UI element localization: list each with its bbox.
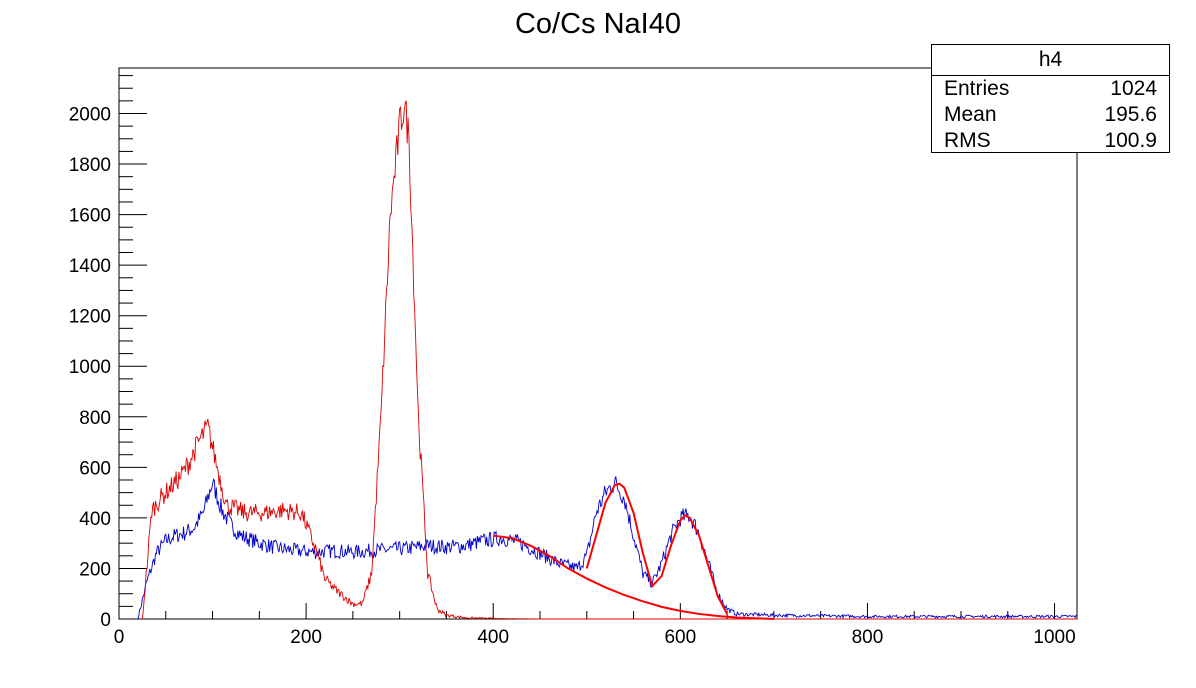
series-0-line — [137, 476, 1078, 620]
series-2-line — [493, 534, 774, 620]
y-tick-label: 200 — [79, 559, 111, 580]
series-3-line — [585, 482, 728, 615]
stats-value: 195.6 — [1104, 103, 1157, 126]
y-tick-label: 1200 — [69, 307, 111, 328]
stats-row-entries: Entries 1024 — [932, 76, 1169, 102]
stats-box: h4 Entries 1024 Mean 195.6 RMS 100.9 — [931, 44, 1170, 153]
data-series — [137, 100, 1078, 620]
stats-label: RMS — [944, 129, 991, 152]
stats-label: Mean — [944, 103, 997, 126]
y-tick-label: 800 — [79, 408, 111, 429]
series-1-line — [141, 100, 1077, 620]
chart-title: Co/Cs NaI40 — [514, 8, 681, 40]
stats-label: Entries — [944, 77, 1010, 100]
x-tick-label: 1000 — [1033, 627, 1075, 648]
x-tick-label: 400 — [477, 627, 509, 648]
stats-box-name: h4 — [932, 45, 1169, 76]
x-tick-label: 600 — [664, 627, 696, 648]
x-tick-label: 0 — [114, 627, 125, 648]
y-tick-label: 2000 — [69, 104, 111, 125]
y-tick-label: 600 — [79, 458, 111, 479]
stats-value: 1024 — [1110, 77, 1157, 100]
x-tick-label: 800 — [852, 627, 884, 648]
y-tick-label: 0 — [100, 610, 111, 631]
axis-ticks: 0 200 400 600 800 1000 0 200 400 600 800 1000 1200 14… — [69, 75, 1076, 648]
y-tick-label: 1000 — [69, 357, 111, 378]
y-tick-label: 1400 — [69, 256, 111, 277]
stats-value: 100.9 — [1104, 129, 1157, 152]
y-tick-label: 1600 — [69, 206, 111, 227]
stats-row-rms: RMS 100.9 — [932, 128, 1169, 154]
y-tick-label: 400 — [79, 509, 111, 530]
stats-row-mean: Mean 195.6 — [932, 102, 1169, 128]
x-tick-label: 200 — [290, 627, 322, 648]
y-tick-label: 1800 — [69, 155, 111, 176]
